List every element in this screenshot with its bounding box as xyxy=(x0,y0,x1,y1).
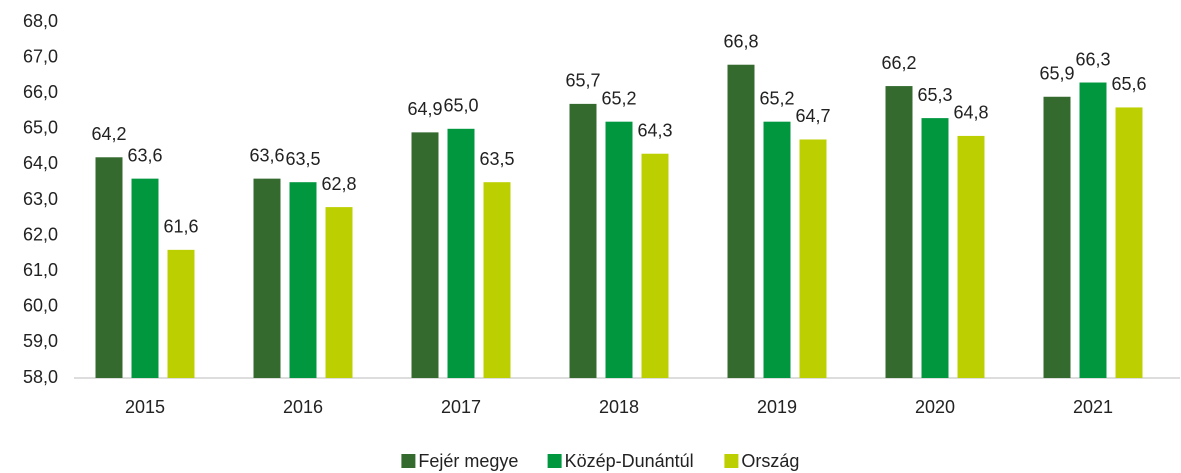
data-label: 66,2 xyxy=(881,53,916,73)
data-label: 63,5 xyxy=(285,149,320,169)
bar xyxy=(957,135,985,378)
y-tick-label: 62,0 xyxy=(23,224,58,244)
legend-label: Közép-Dunántúl xyxy=(565,451,694,471)
bar xyxy=(253,178,281,378)
data-label: 65,0 xyxy=(443,96,478,116)
data-label: 65,9 xyxy=(1039,64,1074,84)
bar xyxy=(1043,96,1071,378)
bar xyxy=(447,128,475,378)
data-label: 62,8 xyxy=(321,174,356,194)
bar xyxy=(799,139,827,378)
x-tick-label: 2018 xyxy=(599,397,639,417)
y-tick-label: 59,0 xyxy=(23,331,58,351)
x-tick-label: 2019 xyxy=(757,397,797,417)
data-label: 64,9 xyxy=(407,99,442,119)
y-tick-label: 68,0 xyxy=(23,11,58,31)
data-label: 66,8 xyxy=(723,31,758,51)
legend-label: Fejér megye xyxy=(418,451,518,471)
data-label: 65,2 xyxy=(759,88,794,108)
bar xyxy=(1079,82,1107,379)
bar xyxy=(763,121,791,379)
bar xyxy=(641,153,669,378)
data-label: 63,5 xyxy=(479,149,514,169)
y-tick-label: 66,0 xyxy=(23,82,58,102)
data-label: 64,7 xyxy=(795,106,830,126)
bar xyxy=(605,121,633,379)
y-tick-label: 58,0 xyxy=(23,367,58,387)
data-label: 65,6 xyxy=(1111,74,1146,94)
bar xyxy=(727,64,755,378)
y-tick-label: 61,0 xyxy=(23,260,58,280)
bar xyxy=(483,182,511,378)
legend-swatch xyxy=(401,454,416,468)
data-label: 66,3 xyxy=(1075,49,1110,69)
y-tick-label: 63,0 xyxy=(23,189,58,209)
y-tick-label: 65,0 xyxy=(23,118,58,138)
x-tick-label: 2017 xyxy=(441,397,481,417)
legend-swatch xyxy=(724,454,739,468)
bar xyxy=(95,157,123,378)
data-label: 61,6 xyxy=(163,217,198,237)
bar xyxy=(167,249,195,378)
bar xyxy=(411,132,439,378)
data-label: 64,3 xyxy=(637,120,672,140)
bar xyxy=(289,182,317,378)
y-tick-label: 60,0 xyxy=(23,296,58,316)
y-tick-label: 64,0 xyxy=(23,153,58,173)
bar xyxy=(1115,107,1143,378)
x-tick-label: 2015 xyxy=(125,397,165,417)
data-label: 65,3 xyxy=(917,85,952,105)
data-label: 65,7 xyxy=(565,71,600,91)
x-tick-label: 2020 xyxy=(915,397,955,417)
bar xyxy=(921,118,949,379)
bar xyxy=(131,178,159,378)
data-label: 64,8 xyxy=(953,103,988,123)
legend-label: Ország xyxy=(741,451,799,471)
x-tick-label: 2021 xyxy=(1073,397,1113,417)
data-label: 65,2 xyxy=(601,88,636,108)
x-tick-label: 2016 xyxy=(283,397,323,417)
bar xyxy=(325,207,353,378)
legend-swatch xyxy=(547,454,562,468)
data-label: 63,6 xyxy=(127,145,162,165)
data-label: 63,6 xyxy=(249,145,284,165)
y-tick-label: 67,0 xyxy=(23,46,58,66)
bar xyxy=(569,103,597,378)
data-label: 64,2 xyxy=(91,124,126,144)
bar xyxy=(885,86,913,378)
